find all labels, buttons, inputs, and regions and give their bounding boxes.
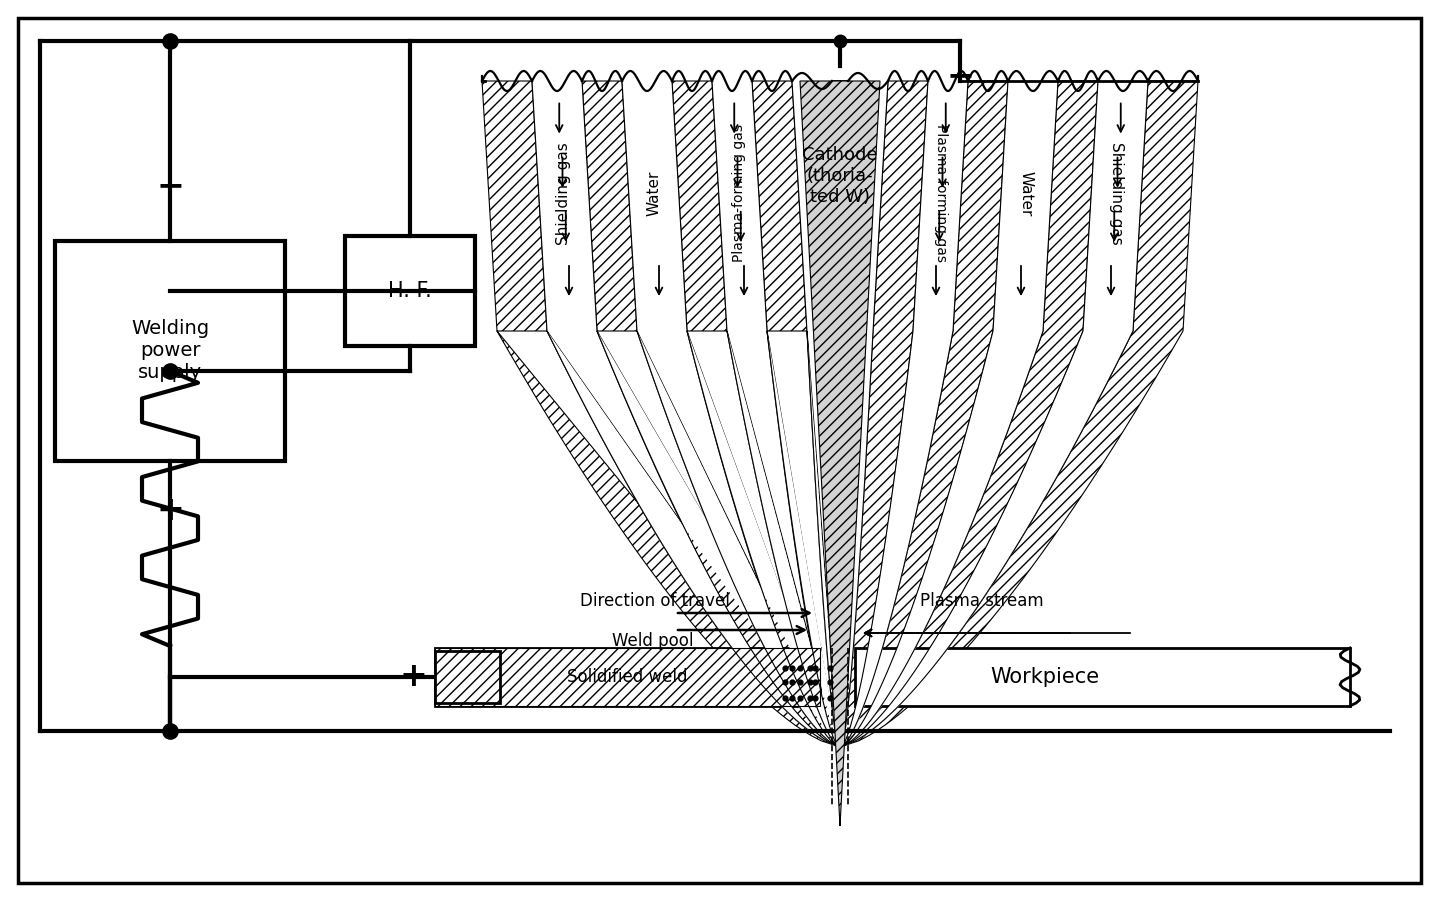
Polygon shape — [842, 81, 1098, 746]
Polygon shape — [842, 81, 968, 746]
Bar — [55, 241, 285, 461]
Bar — [855, 648, 1350, 706]
Text: Plasma stream: Plasma stream — [920, 592, 1043, 610]
Polygon shape — [672, 81, 837, 746]
Polygon shape — [842, 81, 928, 746]
Text: Water: Water — [646, 171, 662, 216]
Polygon shape — [622, 81, 837, 746]
Text: −: − — [945, 59, 974, 93]
Polygon shape — [435, 651, 499, 703]
Text: Cathode
(thoria-
ted W): Cathode (thoria- ted W) — [803, 146, 878, 205]
Polygon shape — [842, 81, 1148, 746]
Polygon shape — [800, 81, 881, 826]
Text: Plasma-forming gas: Plasma-forming gas — [934, 124, 948, 262]
Bar — [345, 236, 475, 346]
Text: Water: Water — [1019, 171, 1033, 216]
Text: Plasma-forming gas: Plasma-forming gas — [732, 124, 745, 262]
Text: Weld pool: Weld pool — [612, 632, 694, 650]
Polygon shape — [482, 81, 837, 746]
Polygon shape — [842, 81, 1199, 746]
Text: H. F.: H. F. — [389, 281, 432, 301]
Text: Solidified weld: Solidified weld — [567, 668, 688, 686]
Text: Workpiece: Workpiece — [990, 667, 1099, 687]
Text: Direction of travel: Direction of travel — [580, 592, 730, 610]
Polygon shape — [435, 648, 820, 706]
Polygon shape — [842, 81, 1058, 746]
Polygon shape — [840, 81, 888, 746]
Text: +: + — [399, 660, 427, 694]
Text: Welding
power
supply: Welding power supply — [131, 320, 209, 383]
Polygon shape — [581, 81, 837, 746]
Polygon shape — [712, 81, 837, 746]
Polygon shape — [842, 81, 1007, 746]
Text: −: − — [155, 169, 184, 203]
Bar — [435, 648, 820, 706]
Text: Shielding gas: Shielding gas — [557, 142, 571, 245]
Text: Shielding gas: Shielding gas — [1109, 142, 1124, 245]
Polygon shape — [753, 81, 837, 746]
Polygon shape — [791, 81, 840, 746]
Polygon shape — [532, 81, 837, 746]
Text: +: + — [155, 495, 184, 527]
